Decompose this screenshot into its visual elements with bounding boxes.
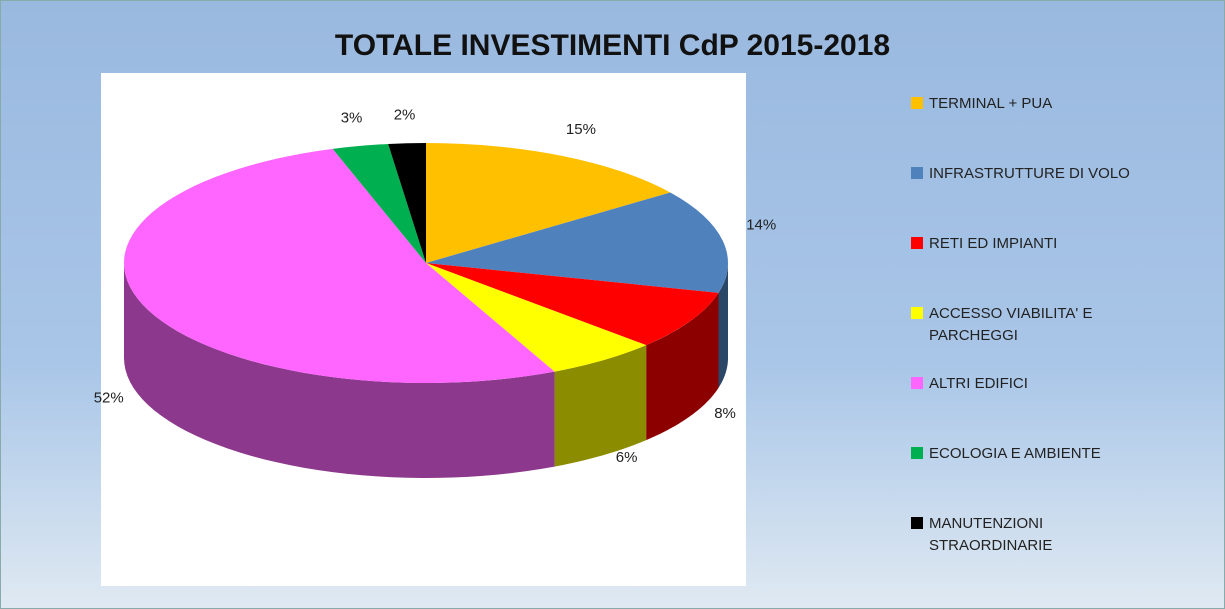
legend-item: ACCESSO VIABILITA' E PARCHEGGI bbox=[911, 303, 1181, 347]
data-label: 15% bbox=[566, 121, 596, 138]
slice bbox=[426, 263, 647, 372]
slice bbox=[124, 148, 555, 383]
slice-side bbox=[124, 263, 555, 478]
legend-swatch bbox=[911, 307, 923, 319]
legend-label: ALTRI EDIFICI bbox=[929, 375, 1028, 392]
data-label: 6% bbox=[616, 449, 638, 466]
legend-item: TERMINAL + PUA bbox=[911, 93, 1181, 115]
slice-side bbox=[646, 292, 719, 441]
data-label: 3% bbox=[341, 110, 363, 127]
slice-side bbox=[554, 345, 647, 467]
legend-swatch bbox=[911, 97, 923, 109]
chart-title: TOTALE INVESTIMENTI CdP 2015-2018 bbox=[334, 29, 891, 62]
legend-swatch bbox=[911, 377, 923, 389]
legend-item: INFRASTRUTTURE DI VOLO bbox=[911, 163, 1181, 185]
legend-label: ACCESSO VIABILITA' E PARCHEGGI bbox=[929, 305, 1093, 344]
slice bbox=[426, 143, 671, 263]
legend-label: RETI ED IMPIANTI bbox=[929, 235, 1058, 252]
data-label: 2% bbox=[394, 107, 416, 124]
legend-item: ALTRI EDIFICI bbox=[911, 373, 1181, 395]
data-label: 14% bbox=[746, 217, 776, 234]
legend-item: RETI ED IMPIANTI bbox=[911, 233, 1181, 255]
legend-swatch bbox=[911, 517, 923, 529]
legend-item: ECOLOGIA E AMBIENTE bbox=[911, 443, 1181, 465]
legend-label: INFRASTRUTTURE DI VOLO bbox=[929, 165, 1130, 182]
legend-label: MANUTENZIONI STRAORDINARIE bbox=[929, 515, 1053, 554]
legend-label: TERMINAL + PUA bbox=[929, 95, 1053, 112]
legend-swatch bbox=[911, 237, 923, 249]
slice bbox=[426, 263, 719, 346]
legend-item: MANUTENZIONI STRAORDINARIE bbox=[911, 513, 1181, 557]
slice bbox=[332, 143, 426, 263]
data-label: 8% bbox=[714, 405, 736, 422]
legend-swatch bbox=[911, 167, 923, 179]
slice-side bbox=[718, 263, 728, 388]
legend-label: ECOLOGIA E AMBIENTE bbox=[929, 445, 1101, 462]
legend-swatch bbox=[911, 447, 923, 459]
slice bbox=[388, 143, 426, 263]
slice bbox=[426, 192, 728, 293]
data-label: 52% bbox=[94, 389, 124, 406]
